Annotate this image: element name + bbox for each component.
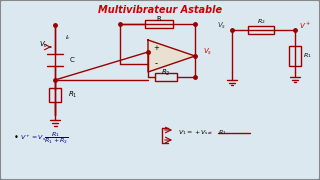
Text: $R_2$: $R_2$ bbox=[161, 68, 171, 78]
Text: -: - bbox=[155, 60, 157, 69]
Polygon shape bbox=[148, 40, 195, 72]
Text: $V^+ = V_s \dfrac{R_1}{R_1+R_2}$: $V^+ = V_s \dfrac{R_1}{R_1+R_2}$ bbox=[20, 130, 69, 146]
Text: $R_1$: $R_1$ bbox=[303, 51, 312, 60]
Text: $V^+$: $V^+$ bbox=[299, 21, 311, 31]
Text: •: • bbox=[14, 134, 19, 143]
Text: C: C bbox=[70, 57, 75, 63]
Text: $V_1 = +V_{sat}$: $V_1 = +V_{sat}$ bbox=[178, 129, 214, 138]
Text: $I_c$: $I_c$ bbox=[65, 33, 71, 42]
Text: $V_c$: $V_c$ bbox=[39, 40, 48, 50]
Text: $R_2$: $R_2$ bbox=[257, 18, 265, 26]
Text: $V_s$: $V_s$ bbox=[203, 47, 212, 57]
Text: $V_s$: $V_s$ bbox=[217, 21, 226, 31]
Text: $R_1$: $R_1$ bbox=[218, 129, 227, 138]
Text: Multivibrateur Astable: Multivibrateur Astable bbox=[98, 5, 222, 15]
Text: $R_1$: $R_1$ bbox=[68, 90, 77, 100]
Text: +: + bbox=[153, 45, 159, 51]
Text: R: R bbox=[156, 16, 161, 22]
